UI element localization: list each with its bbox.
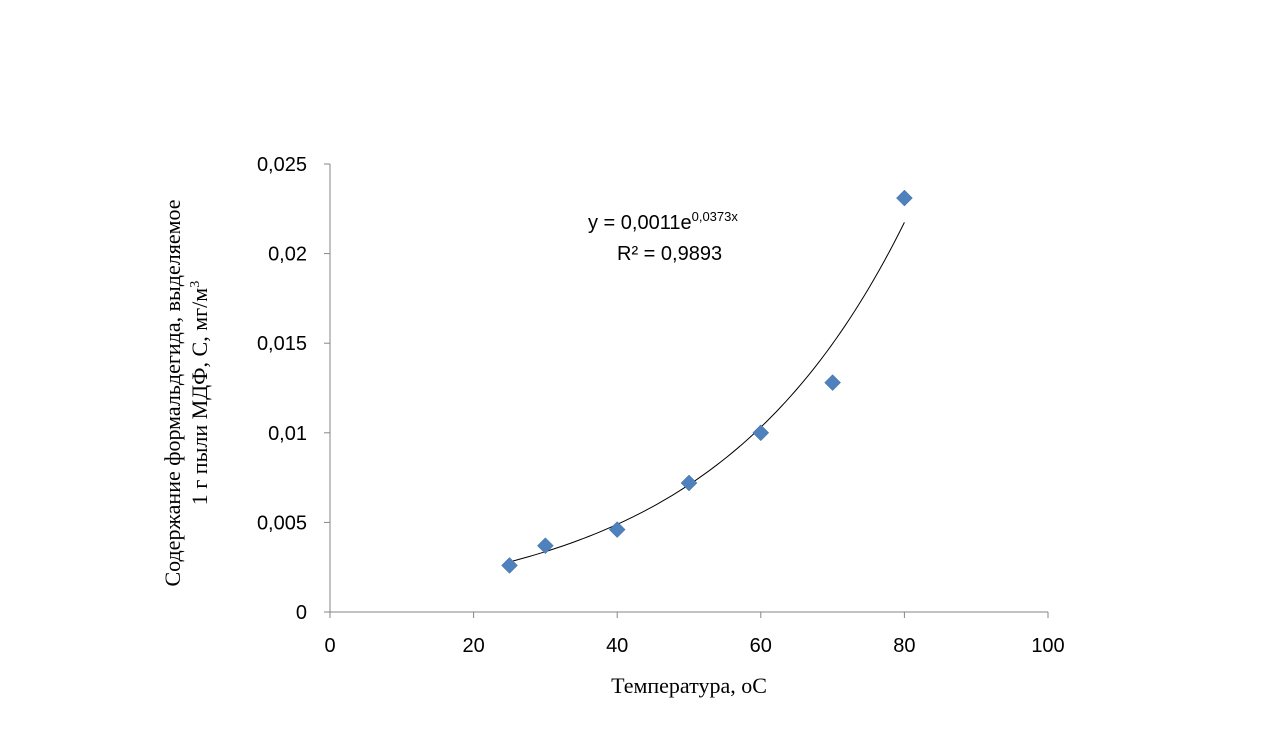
y-tick-label: 0,025	[257, 154, 307, 176]
data-point	[824, 374, 841, 391]
exponential-trendline	[509, 222, 905, 563]
trendline-equation: y = 0,0011e0,0373x	[588, 209, 738, 234]
y-tick-label: 0,005	[257, 512, 307, 534]
x-axis-title-unit: оС	[741, 673, 767, 698]
y-tick-label: 0,02	[268, 244, 307, 266]
data-point	[752, 424, 770, 442]
y-axis-title-line1: Содержание формальдегида, выделяемое	[160, 199, 185, 586]
data-points	[501, 189, 913, 574]
y-tick-label: 0,01	[268, 423, 307, 445]
x-tick-label: 100	[1031, 635, 1064, 657]
x-tick-label: 20	[462, 635, 484, 657]
y-tick-label: 0,015	[257, 333, 307, 355]
y-axis-title-line2-text: 1 г пыли МДФ, С, мг/м	[187, 288, 212, 506]
y-axis-title-line2: 1 г пыли МДФ, С, мг/м3	[187, 281, 212, 505]
x-axis-title-text: Температура,	[611, 673, 741, 698]
x-tick-label: 0	[324, 635, 335, 657]
data-point	[608, 521, 626, 538]
x-tick-label: 80	[893, 635, 915, 657]
data-point	[501, 557, 518, 574]
x-axis-title: Температура, оС	[611, 673, 767, 698]
x-tick-label: 60	[750, 635, 772, 657]
equation-exponent: 0,0373x	[692, 209, 739, 224]
y-tick-label: 0	[296, 602, 307, 624]
x-axis-ticks: 0 20 40 60 80 100	[324, 612, 1065, 657]
equation-prefix: y = 0,0011e	[588, 212, 692, 234]
data-point	[896, 189, 913, 207]
data-point	[680, 474, 698, 492]
x-tick-label: 40	[606, 635, 628, 657]
y-axis-ticks: 0 0,005 0,01 0,015 0,02 0,025	[257, 154, 330, 624]
r-squared-label: R² = 0,9893	[617, 243, 722, 265]
y-axis-title-superscript: 3	[188, 281, 203, 288]
y-axis-title: Содержание формальдегида, выделяемое 1 г…	[160, 199, 212, 586]
data-point	[537, 537, 554, 555]
